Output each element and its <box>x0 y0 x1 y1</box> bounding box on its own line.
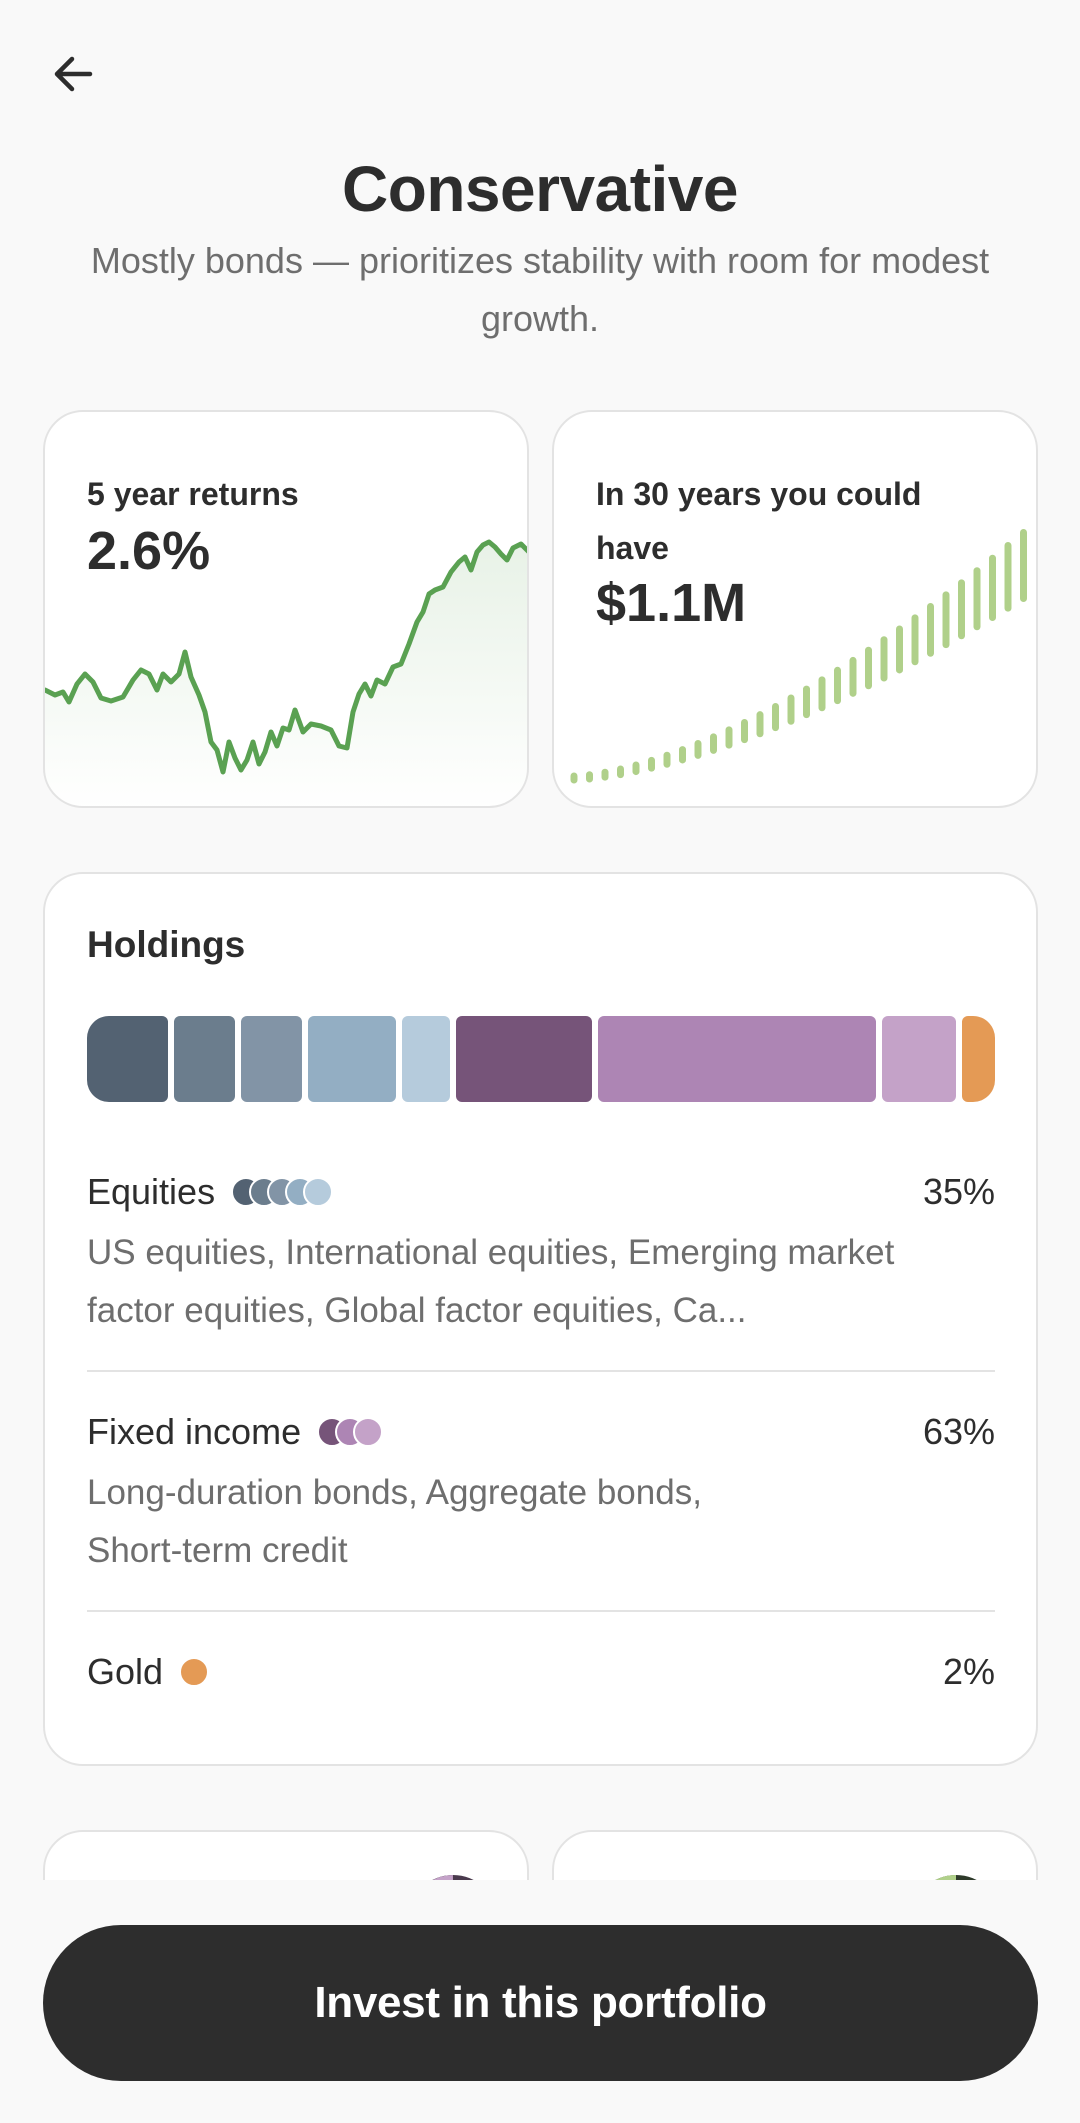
allocation-segment <box>174 1016 235 1102</box>
holding-percent: 35% <box>922 1171 995 1212</box>
allocation-segment <box>455 1016 593 1102</box>
allocation-segment <box>307 1016 396 1102</box>
holding-percent: 63% <box>922 1411 995 1452</box>
holding-description: US equities, International equities, Eme… <box>87 1233 895 1330</box>
holding-name: Gold <box>87 1651 164 1692</box>
allocation-segment <box>87 1016 169 1102</box>
fixed-income-color-dots <box>317 1417 384 1447</box>
allocation-segment <box>961 1016 995 1102</box>
holding-row-equities[interactable]: Equities 35% US equities, International … <box>87 1170 995 1330</box>
returns-card[interactable]: 5 year returns 2.6% <box>43 410 529 808</box>
projection-value: $1.1M <box>596 573 747 633</box>
projection-card[interactable]: In 30 years you could have $1.1M <box>552 410 1038 808</box>
page-subtitle: Mostly bonds — prioritizes stability wit… <box>90 240 990 339</box>
color-dot <box>353 1417 384 1447</box>
holding-name: Equities <box>87 1171 216 1212</box>
projection-label: In 30 years you could have <box>596 476 922 566</box>
allocation-segment <box>401 1016 450 1102</box>
allocation-segment <box>598 1016 877 1102</box>
holdings-card[interactable]: Holdings Equities 35% US equities, Inter… <box>43 872 1038 1766</box>
projection-bars <box>570 529 1027 784</box>
allocation-segment <box>882 1016 956 1102</box>
allocation-segment <box>240 1016 302 1102</box>
divider <box>87 1610 995 1612</box>
page-title: Conservative <box>342 153 738 225</box>
equities-color-dots <box>231 1177 334 1207</box>
back-button[interactable] <box>44 44 104 104</box>
holding-description: Long-duration bonds, Aggregate bonds, Sh… <box>87 1473 702 1570</box>
arrow-left-icon <box>54 56 93 92</box>
returns-label: 5 year returns <box>87 476 299 512</box>
divider <box>87 1370 995 1372</box>
color-dot <box>179 1657 210 1687</box>
returns-sparkline <box>45 539 527 806</box>
returns-value: 2.6% <box>87 521 211 581</box>
holding-name: Fixed income <box>87 1411 302 1452</box>
holding-percent: 2% <box>942 1651 995 1692</box>
invest-button[interactable]: Invest in this portfolio <box>43 1925 1038 2081</box>
allocation-bar <box>87 1016 995 1102</box>
gold-color-dot <box>179 1657 210 1687</box>
holdings-title: Holdings <box>87 924 246 965</box>
holding-row-gold[interactable]: Gold 2% <box>87 1650 995 1700</box>
holding-row-fixed-income[interactable]: Fixed income 63% Long-duration bonds, Ag… <box>87 1410 995 1570</box>
color-dot <box>303 1177 334 1207</box>
